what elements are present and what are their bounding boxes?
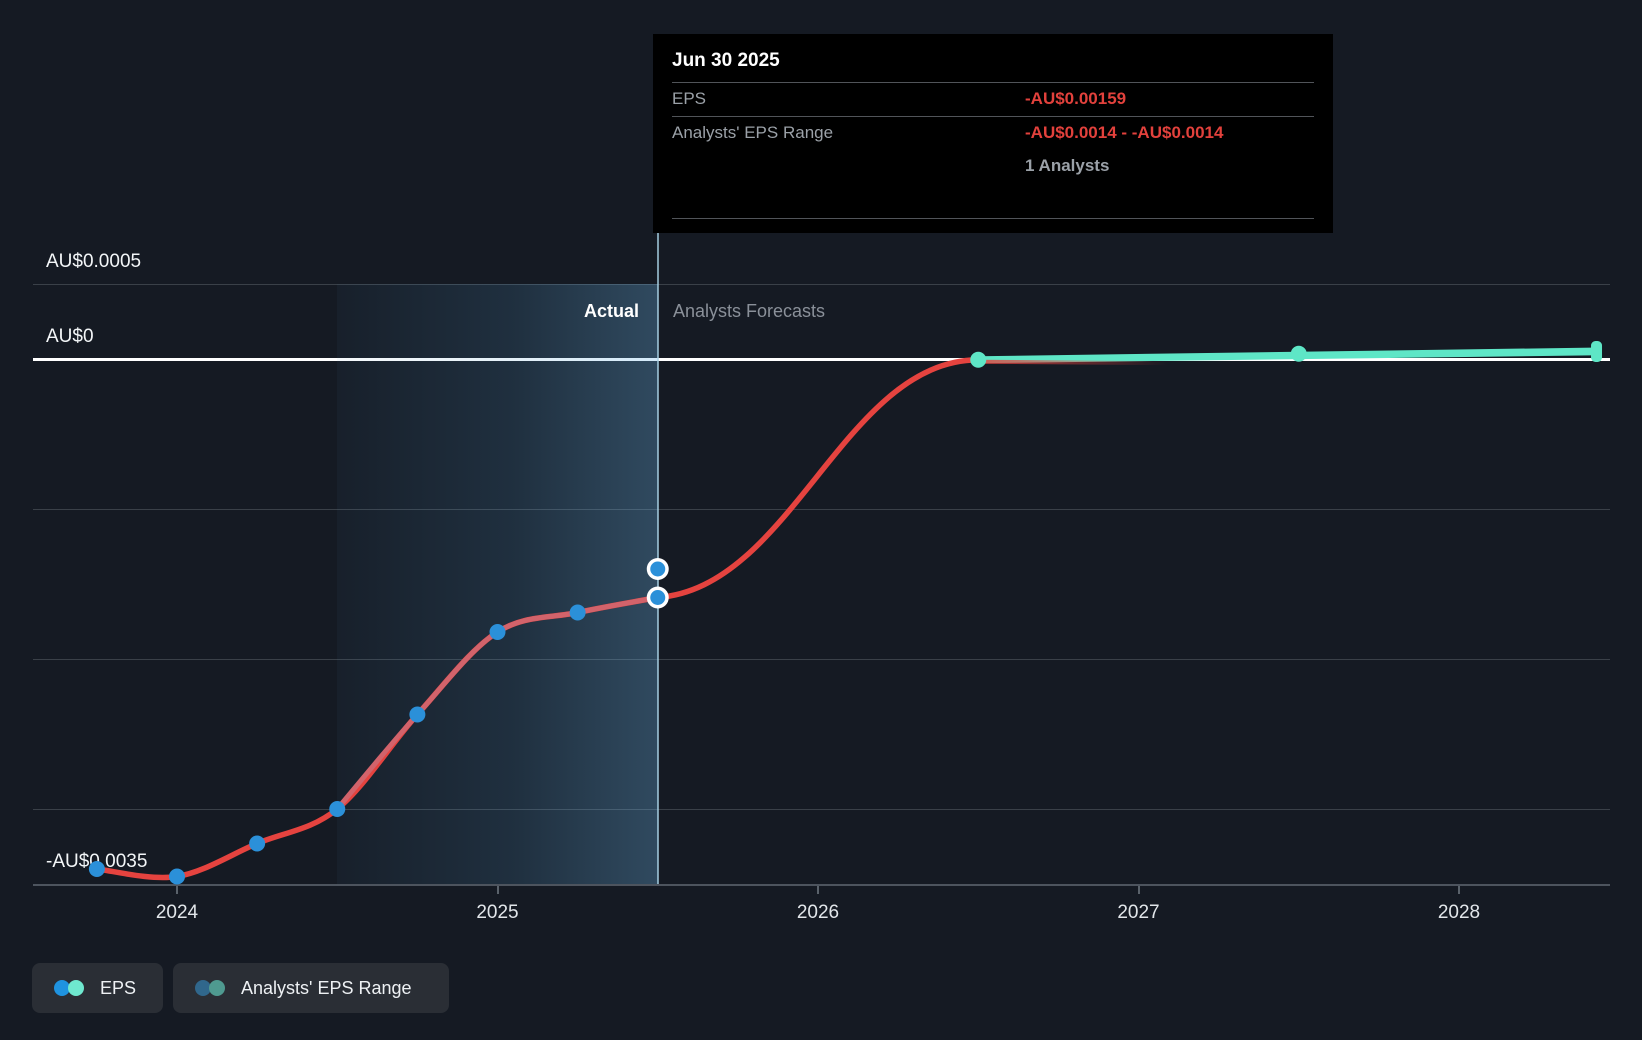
eps-blue-dot-icon: [54, 980, 70, 996]
y-gridline: [33, 659, 1610, 660]
analysts-range-band: [978, 347, 1601, 364]
legend-range-label: Analysts' EPS Range: [241, 978, 412, 998]
range-teal-dot-icon: [209, 980, 225, 996]
y-axis-value-label: AU$0.0005: [46, 251, 142, 272]
legend-eps-label: EPS: [100, 978, 137, 998]
y-axis-value-label: AU$0: [46, 326, 94, 347]
actual-phase-label: Actual: [583, 301, 639, 321]
forecast-phase-label: Analysts Forecasts: [673, 301, 826, 321]
x-axis-year-label: 2028: [1437, 902, 1481, 923]
x-axis-tick: [1458, 886, 1460, 894]
analysts-range-hover-marker: [650, 561, 666, 577]
y-gridline: [33, 809, 1610, 810]
actual-period-highlight: [337, 284, 658, 884]
range-blue-dot-icon: [195, 980, 211, 996]
eps-actual-marker: [88, 861, 105, 877]
x-axis-tick: [1137, 886, 1140, 894]
tooltip-divider: [672, 218, 1314, 219]
range-band-end-cap: [1591, 341, 1603, 362]
eps-forecast-line: [655, 357, 981, 601]
eps-actual-marker: [169, 868, 185, 885]
eps-forecast-fading-line: [978, 359, 1169, 366]
eps-forecast-marker: [970, 351, 987, 368]
zero-value-line: [33, 358, 1610, 361]
y-gridline: [33, 284, 1610, 285]
tooltip-eps-value: -AU$0.00159: [1025, 89, 1127, 108]
x-axis-year-label: 2026: [796, 902, 840, 923]
hover-tooltip: Jun 30 2025 EPS -AU$0.00159 Analysts' EP…: [653, 34, 1333, 233]
eps-hover-marker: [650, 590, 666, 605]
eps-actual-marker: [249, 835, 266, 852]
eps-teal-dot-icon: [68, 980, 84, 996]
tooltip-divider: [672, 82, 1314, 83]
tooltip-date: Jun 30 2025: [672, 50, 780, 71]
tooltip-range-value: -AU$0.0014 - -AU$0.0014: [1025, 123, 1224, 142]
x-axis-year-label: 2027: [1117, 902, 1160, 923]
x-axis-year-label: 2024: [155, 902, 199, 923]
y-gridline: [33, 509, 1610, 510]
x-axis-year-label: 2025: [476, 902, 519, 923]
eps-actual-marker: [329, 801, 346, 817]
tooltip-eps-label: EPS: [672, 89, 707, 108]
x-axis-tick: [496, 886, 499, 894]
x-axis-tick: [817, 886, 819, 894]
x-axis-tick: [176, 886, 178, 894]
tooltip-range-label: Analysts' EPS Range: [672, 123, 834, 142]
eps-forecast-marker: [1290, 345, 1307, 362]
x-axis-line: [33, 884, 1610, 886]
eps-actual-marker: [569, 604, 586, 621]
tooltip-analysts-count: 1 Analysts: [1025, 156, 1110, 175]
eps-actual-marker: [409, 706, 426, 723]
eps-actual-marker: [489, 624, 506, 640]
legend-chip-eps[interactable]: EPS: [32, 963, 163, 1013]
tooltip-divider: [672, 116, 1314, 117]
eps-actual-line: [94, 594, 661, 881]
legend-chip-analysts-eps-range[interactable]: Analysts' EPS Range: [173, 963, 449, 1013]
